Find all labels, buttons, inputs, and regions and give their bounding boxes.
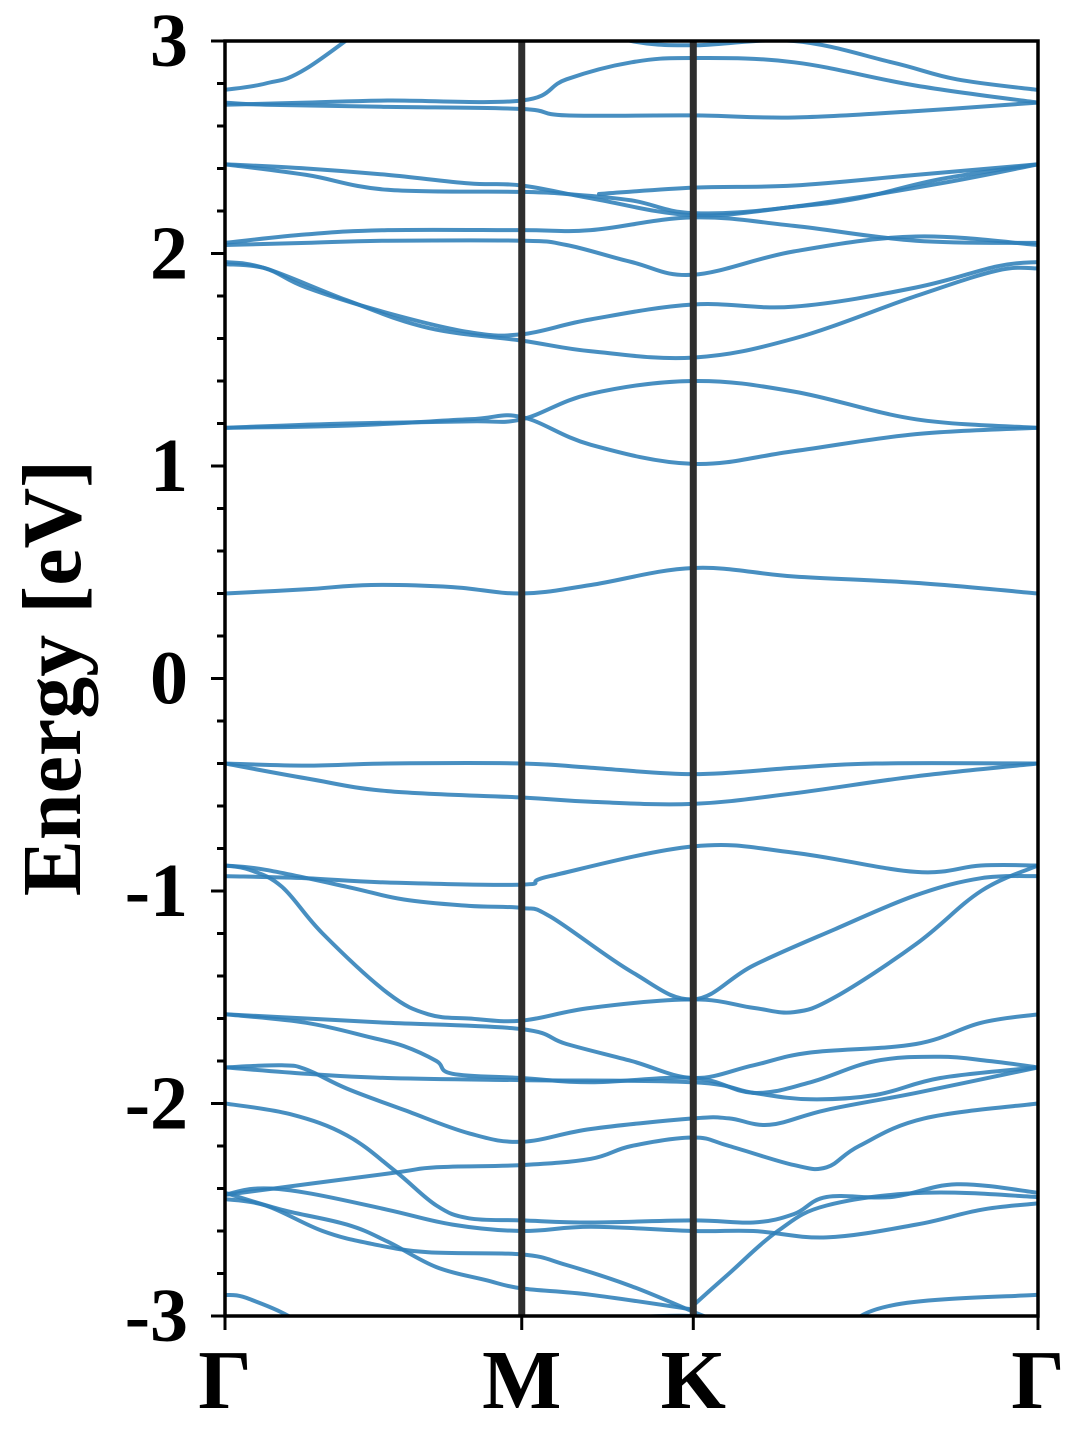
y-tick-label: 1 [150,424,188,508]
y-axis-ticks: 3 2 1 0 -1 -2 -3 [125,0,225,1358]
high-symmetry-lines [518,41,697,1316]
band-line-23 [225,378,1038,430]
band-line-21 [225,565,1038,596]
x-tick-label: K [661,1334,726,1427]
band-line-2 [225,1327,522,1348]
y-tick-label: -1 [125,849,188,933]
band-line-17 [225,843,1038,887]
band-line-14 [225,1012,1038,1081]
band-line-33 [225,41,349,92]
band-lines [225,41,1038,1348]
band-line-25 [225,260,1038,361]
band-line-29 [225,162,1038,216]
band-line-1 [625,1313,722,1316]
x-tick-label: M [482,1334,561,1427]
y-tick-label: -3 [125,1274,188,1358]
band-line-20 [225,761,1038,807]
band-line-27 [225,215,1038,245]
band-line-6 [691,1190,1038,1308]
band-line-9 [225,1101,1038,1197]
y-axis-title: Energy [eV] [6,460,99,896]
band-line-30 [597,162,1038,196]
band-line-3 [225,1292,293,1316]
y-tick-label: -2 [125,1062,188,1146]
band-line-15 [225,1012,1038,1095]
band-line-16 [225,863,1038,1024]
y-tick-label: 2 [150,212,188,296]
x-tick-label: Γ [198,1334,251,1427]
band-line-19 [225,761,1038,777]
y-tick-label: 3 [150,0,188,83]
y-tick-label: 0 [150,637,188,721]
band-line-32 [225,55,1038,107]
band-line-31 [225,100,1038,120]
x-tick-label: Γ [1011,1334,1064,1427]
band-line-34 [622,41,1038,92]
band-line-11 [225,1186,1038,1240]
band-line-7 [225,1197,696,1314]
band-line-5 [857,1292,1038,1316]
band-line-8 [225,1190,696,1312]
band-line-18 [225,863,1038,1002]
band-line-24 [225,260,1038,338]
band-line-10 [225,1101,1038,1225]
